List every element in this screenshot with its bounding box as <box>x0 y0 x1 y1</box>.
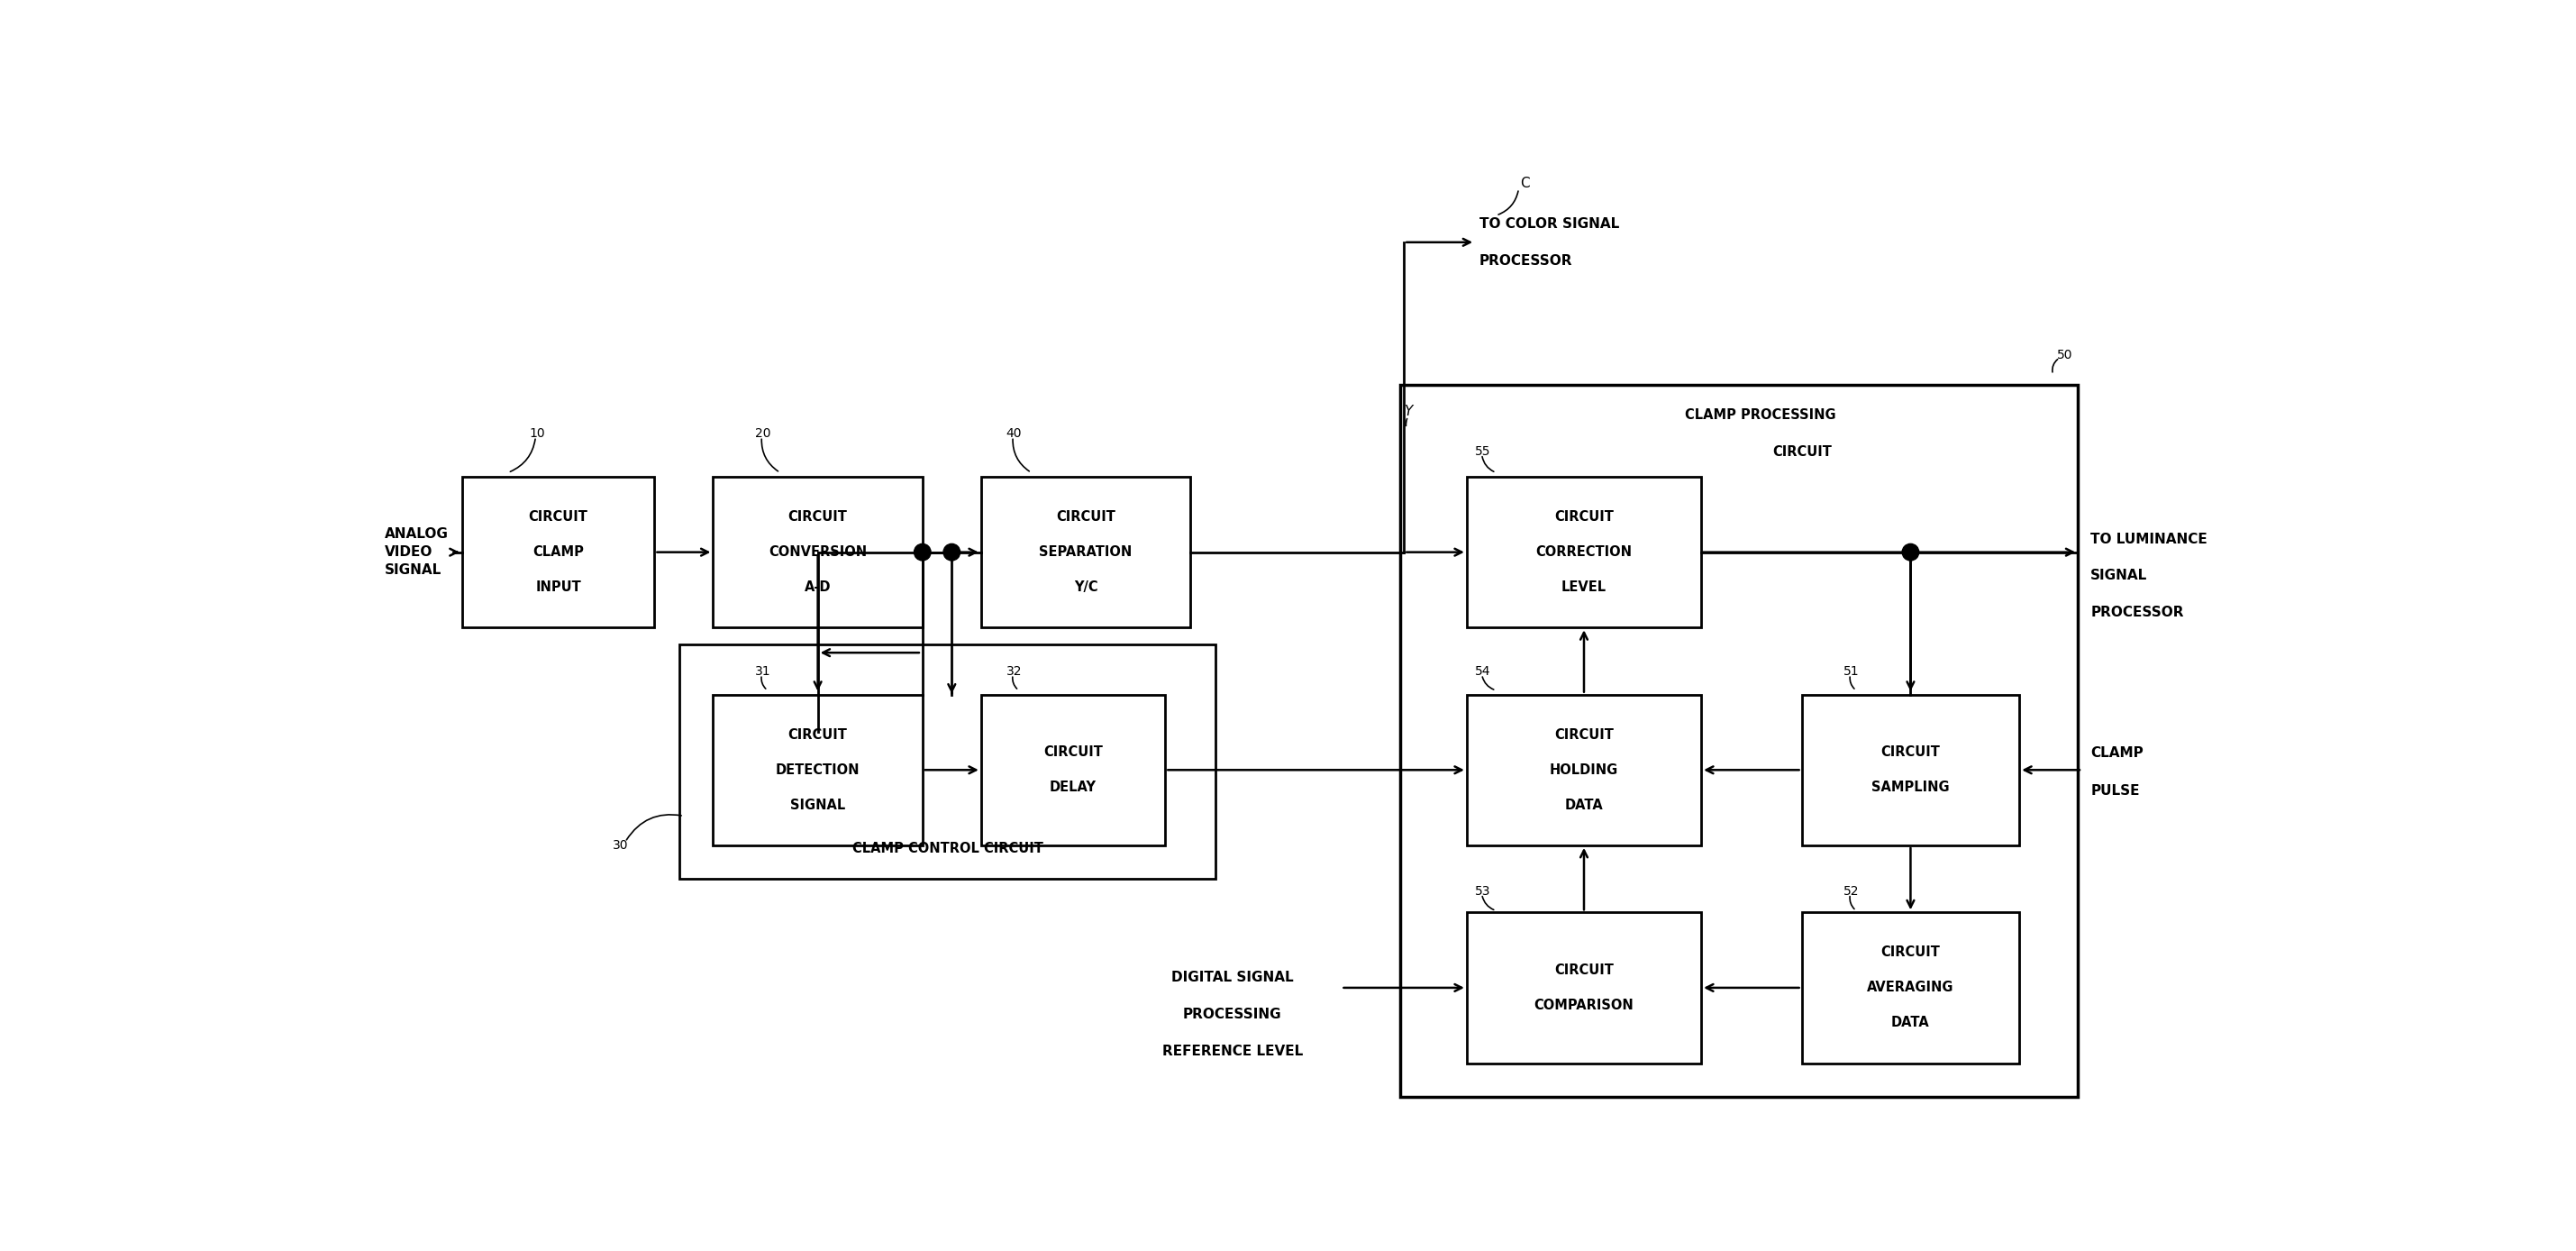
Text: DETECTION: DETECTION <box>775 763 860 777</box>
Text: CLAMP CONTROL CIRCUIT: CLAMP CONTROL CIRCUIT <box>853 842 1043 856</box>
Text: COMPARISON: COMPARISON <box>1535 998 1633 1012</box>
Text: 20: 20 <box>755 427 770 439</box>
Text: DATA: DATA <box>1891 1016 1929 1030</box>
Text: TO COLOR SIGNAL: TO COLOR SIGNAL <box>1479 218 1620 230</box>
Text: PROCESSING: PROCESSING <box>1182 1008 1283 1021</box>
Text: CIRCUIT: CIRCUIT <box>528 510 587 524</box>
Text: A-D: A-D <box>804 580 832 594</box>
Bar <box>1399 384 2079 1097</box>
Text: PULSE: PULSE <box>2092 784 2141 798</box>
Text: 53: 53 <box>1476 886 1492 898</box>
Text: CIRCUIT: CIRCUIT <box>1880 946 1940 960</box>
Text: INPUT: INPUT <box>536 580 582 594</box>
Bar <box>981 694 1164 846</box>
Text: CIRCUIT: CIRCUIT <box>788 510 848 524</box>
Bar <box>714 694 922 846</box>
Text: CIRCUIT: CIRCUIT <box>1880 746 1940 759</box>
Text: DELAY: DELAY <box>1051 781 1097 794</box>
Text: HOLDING: HOLDING <box>1551 763 1618 777</box>
Text: PROCESSOR: PROCESSOR <box>2092 605 2184 619</box>
Bar <box>1801 912 2020 1063</box>
Text: CIRCUIT: CIRCUIT <box>1553 963 1613 977</box>
Circle shape <box>1901 544 1919 560</box>
Text: 51: 51 <box>1844 664 1860 678</box>
Bar <box>1466 694 1700 846</box>
Text: 10: 10 <box>528 427 544 439</box>
Text: C: C <box>1520 176 1530 190</box>
Text: Y: Y <box>1404 405 1412 418</box>
Text: CIRCUIT: CIRCUIT <box>788 728 848 742</box>
Text: SAMPLING: SAMPLING <box>1873 781 1950 794</box>
Circle shape <box>914 544 930 560</box>
Text: CONVERSION: CONVERSION <box>768 545 868 559</box>
Circle shape <box>943 544 961 560</box>
Text: CORRECTION: CORRECTION <box>1535 545 1633 559</box>
Text: 31: 31 <box>755 664 770 678</box>
Text: DATA: DATA <box>1564 798 1602 812</box>
Text: REFERENCE LEVEL: REFERENCE LEVEL <box>1162 1045 1303 1058</box>
Text: 52: 52 <box>1844 886 1860 898</box>
Text: SIGNAL: SIGNAL <box>2092 569 2148 583</box>
Text: 32: 32 <box>1007 664 1023 678</box>
Text: 30: 30 <box>613 839 629 852</box>
Bar <box>1801 694 2020 846</box>
Bar <box>680 644 1216 879</box>
Text: 55: 55 <box>1476 445 1492 458</box>
Text: CIRCUIT: CIRCUIT <box>1553 728 1613 742</box>
Text: CLAMP PROCESSING: CLAMP PROCESSING <box>1685 408 1837 422</box>
Text: SIGNAL: SIGNAL <box>791 798 845 812</box>
Bar <box>981 477 1190 628</box>
Text: CLAMP: CLAMP <box>2092 747 2143 759</box>
Text: PROCESSOR: PROCESSOR <box>1479 254 1571 268</box>
Text: 40: 40 <box>1007 427 1023 439</box>
Text: 50: 50 <box>2058 349 2074 362</box>
Bar <box>1466 912 1700 1063</box>
Text: CLAMP: CLAMP <box>533 545 585 559</box>
Text: 54: 54 <box>1476 664 1492 678</box>
Text: ANALOG
VIDEO
SIGNAL: ANALOG VIDEO SIGNAL <box>384 528 448 577</box>
Text: CIRCUIT: CIRCUIT <box>1056 510 1115 524</box>
Text: AVERAGING: AVERAGING <box>1868 981 1955 995</box>
Text: SEPARATION: SEPARATION <box>1038 545 1133 559</box>
Text: Y/C: Y/C <box>1074 580 1097 594</box>
Text: DIGITAL SIGNAL: DIGITAL SIGNAL <box>1172 971 1293 985</box>
Text: CIRCUIT: CIRCUIT <box>1772 445 1832 458</box>
Bar <box>1466 477 1700 628</box>
Text: CIRCUIT: CIRCUIT <box>1043 746 1103 759</box>
Bar <box>461 477 654 628</box>
Text: LEVEL: LEVEL <box>1561 580 1607 594</box>
Text: TO LUMINANCE: TO LUMINANCE <box>2092 533 2208 547</box>
Bar <box>714 477 922 628</box>
Text: CIRCUIT: CIRCUIT <box>1553 510 1613 524</box>
